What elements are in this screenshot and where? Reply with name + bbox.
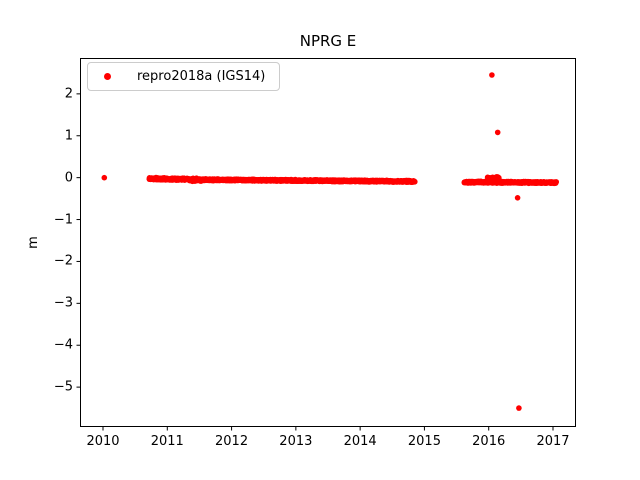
x-tick-label: 2015 [407, 434, 441, 449]
legend: repro2018a (IGS14) [87, 62, 280, 91]
legend-label: repro2018a (IGS14) [137, 69, 266, 84]
x-tick-label: 2016 [472, 434, 506, 449]
y-tick-label: 0 [64, 170, 73, 186]
x-tick-label: 2017 [536, 434, 570, 449]
y-tick-label: −5 [53, 379, 73, 395]
y-axis-label: m [25, 236, 41, 249]
x-tick-label: 2012 [215, 434, 249, 449]
y-tick-label: 1 [64, 128, 73, 144]
x-tick-label: 2010 [86, 434, 120, 449]
y-tick-label: −3 [53, 295, 73, 311]
plot-area [80, 57, 576, 427]
y-tick-label: 2 [64, 86, 73, 102]
x-tick-label: 2013 [279, 434, 313, 449]
y-tick-label: −2 [53, 253, 73, 269]
legend-marker-icon [104, 73, 111, 80]
x-tick-label: 2011 [150, 434, 184, 449]
x-tick-label: 2014 [343, 434, 377, 449]
y-tick-label: −1 [53, 212, 73, 228]
chart-title: NPRG E [299, 32, 357, 50]
y-tick-label: −4 [53, 337, 73, 353]
